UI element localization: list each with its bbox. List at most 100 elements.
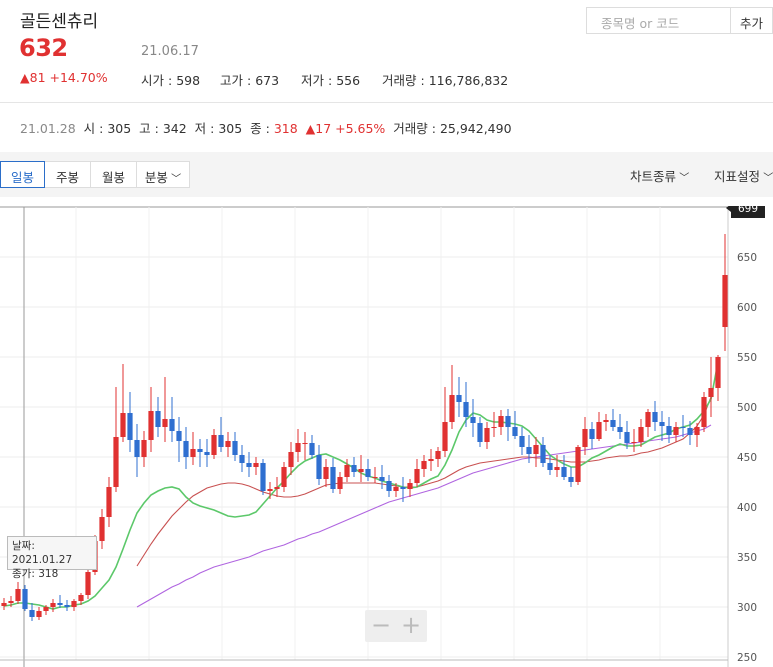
candle-body xyxy=(141,440,147,457)
candle-body xyxy=(624,432,630,443)
candle-body xyxy=(281,467,287,487)
candle-body xyxy=(8,601,14,603)
candle-body xyxy=(407,483,413,489)
y-tick-label: 350 xyxy=(737,552,757,564)
candle-body xyxy=(519,436,525,447)
candle-body xyxy=(183,441,189,457)
candle-body xyxy=(456,395,462,402)
prev-volume-value: 25,942,490 xyxy=(439,121,512,136)
candle-body xyxy=(582,429,588,447)
candle-body xyxy=(225,441,231,447)
candle-body xyxy=(78,595,84,601)
candle-body xyxy=(57,603,63,605)
prev-open-value: 305 xyxy=(107,121,132,136)
candle-body xyxy=(617,427,623,432)
candle-body xyxy=(148,411,154,440)
candle-body xyxy=(526,447,532,454)
tooltip-close-value: 318 xyxy=(38,568,59,580)
candle-body xyxy=(85,572,91,595)
current-price-marker xyxy=(731,206,765,218)
low-stat: 저가 : 556 xyxy=(301,73,361,88)
tab-weekly[interactable]: 주봉 xyxy=(45,161,91,188)
candle-body xyxy=(701,397,707,427)
chevron-down-icon: ﹀ xyxy=(760,173,773,184)
candle-body xyxy=(435,451,441,459)
low-label: 저가 xyxy=(301,73,325,88)
candle-body xyxy=(36,611,42,617)
candle-body xyxy=(463,402,469,417)
candle-body xyxy=(64,605,70,607)
candle-body xyxy=(218,435,224,447)
tab-minute-label: 분봉 xyxy=(144,170,168,185)
candle-body xyxy=(330,467,336,489)
y-tick-label: 550 xyxy=(737,352,757,364)
prev-change: ▲17 +5.65% xyxy=(305,121,386,136)
prev-close-value: 318 xyxy=(273,121,298,136)
candle-body xyxy=(722,275,728,327)
candle-body xyxy=(680,427,686,428)
candle-body xyxy=(211,435,217,455)
candle-body xyxy=(533,445,539,454)
candle-body xyxy=(197,449,203,452)
candle-body xyxy=(169,419,175,431)
ma60-line xyxy=(136,424,712,608)
ma5-line xyxy=(3,361,719,610)
open-stat: 시가 : 598 xyxy=(141,73,201,88)
y-tick-label: 450 xyxy=(737,452,757,464)
candle-body xyxy=(176,431,182,441)
candle-body xyxy=(337,477,343,489)
zoom-controls xyxy=(365,610,427,642)
candle-body xyxy=(491,427,497,428)
low-value: 556 xyxy=(336,73,361,88)
candle-body xyxy=(421,461,427,469)
candlestick-chart[interactable]: 250 300 350 400 450 500 550 600 650 699 xyxy=(0,206,773,667)
candle-body xyxy=(589,429,595,439)
ma20-line xyxy=(136,396,712,567)
price-date: 21.06.17 xyxy=(141,44,199,59)
open-label: 시가 xyxy=(141,73,165,88)
zoom-out-button[interactable]: − xyxy=(370,611,392,639)
chart-type-menu[interactable]: 차트종류 ﹀ xyxy=(630,166,689,185)
price-change: ▲81 +14.70% xyxy=(20,70,108,85)
add-button[interactable]: 추가 xyxy=(731,7,773,34)
candle-body xyxy=(155,411,161,427)
high-label: 고가 xyxy=(220,73,244,88)
tab-monthly[interactable]: 월봉 xyxy=(91,161,137,188)
y-tick-label: 500 xyxy=(737,402,757,414)
candle-body xyxy=(659,422,665,426)
crosshair-tooltip: 날짜: 2021.01.27 종가: 318 xyxy=(7,536,97,580)
candle-body xyxy=(449,395,455,422)
candle-body xyxy=(99,517,105,541)
chevron-down-icon: ﹀ xyxy=(167,174,182,185)
candle-body xyxy=(393,487,399,491)
tab-daily[interactable]: 일봉 xyxy=(0,161,45,188)
candle-body xyxy=(568,477,574,482)
volume-stat: 거래량 : 116,786,832 xyxy=(382,73,509,88)
candle-body xyxy=(344,465,350,477)
candle-body xyxy=(561,467,567,477)
candle-body xyxy=(232,441,238,455)
candle-body xyxy=(50,603,56,607)
candle-body xyxy=(190,449,196,457)
candle-body xyxy=(372,477,378,478)
candle-body xyxy=(15,589,21,601)
candle-body xyxy=(239,455,245,463)
candle-body xyxy=(645,412,651,427)
tab-minute[interactable]: 분봉 ﹀ xyxy=(137,161,190,188)
tooltip-date-value: 2021.01.27 xyxy=(12,554,73,566)
candle-body xyxy=(204,452,210,455)
zoom-in-button[interactable]: + xyxy=(400,611,422,639)
candle-body xyxy=(477,423,483,442)
current-price-pointer xyxy=(726,206,731,212)
indicator-menu[interactable]: 지표설정 ﹀ xyxy=(714,166,773,185)
prev-open-label: 시 xyxy=(83,121,96,136)
candle-body xyxy=(309,443,315,455)
search-input[interactable]: 종목명 or 코드 xyxy=(586,7,731,34)
candle-body xyxy=(358,469,364,472)
volume-value: 116,786,832 xyxy=(428,73,509,88)
candle-body xyxy=(323,467,329,479)
candle-body xyxy=(596,422,602,439)
y-tick-label: 400 xyxy=(737,502,757,514)
candle-body xyxy=(113,437,119,487)
chart-type-label: 차트종류 xyxy=(630,169,677,184)
